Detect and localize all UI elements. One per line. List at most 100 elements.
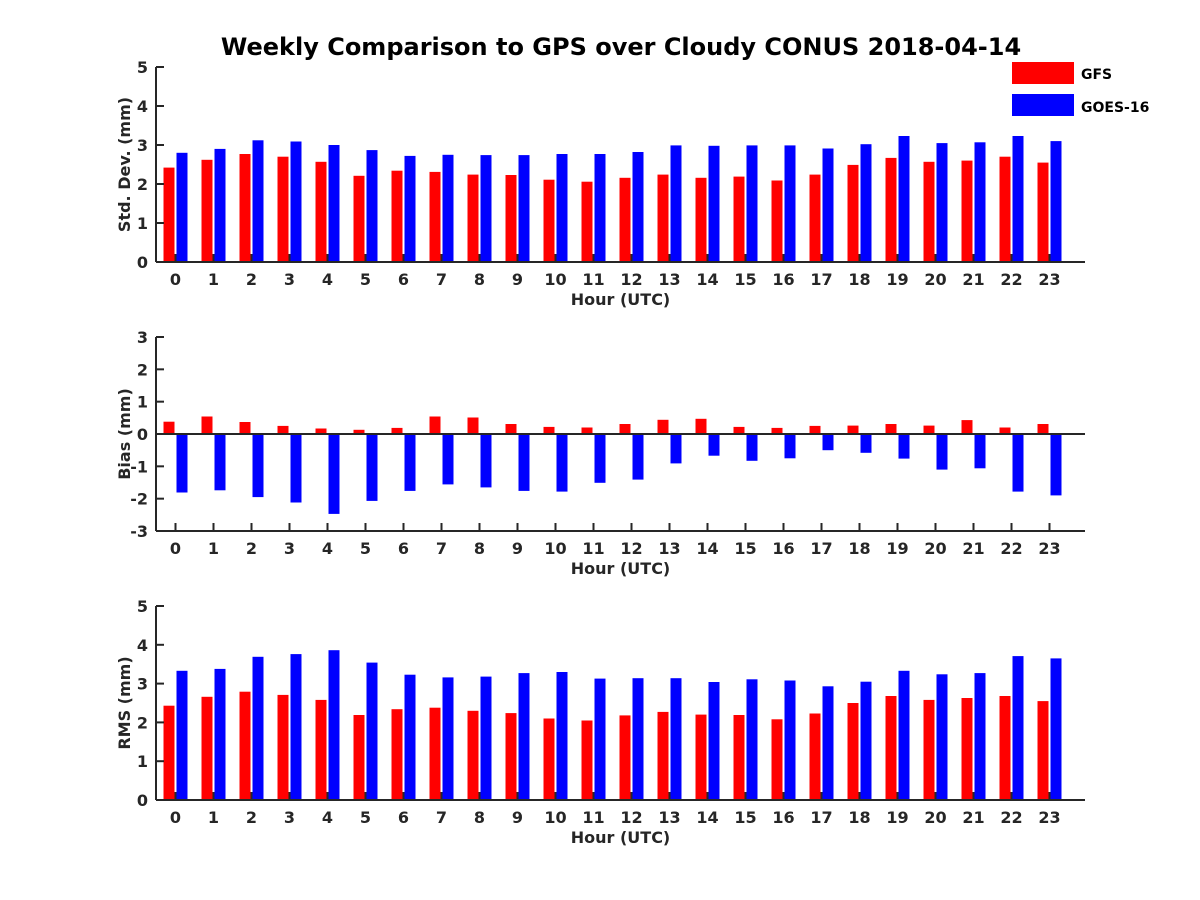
std-dev-x-tick-label: 15 xyxy=(734,270,756,289)
std-dev-y-tick-label: 0 xyxy=(137,253,148,272)
rms-bar-gfs-11 xyxy=(581,720,593,800)
std-dev-x-tick-label: 9 xyxy=(512,270,523,289)
rms-y-tick-label: 5 xyxy=(137,597,148,616)
rms-bar-goes16-13 xyxy=(670,678,682,800)
rms-x-tick-label: 6 xyxy=(398,808,409,827)
std-dev-bar-goes16-22 xyxy=(1012,136,1024,262)
rms-x-tick-label: 15 xyxy=(734,808,756,827)
bias-x-tick-label: 20 xyxy=(924,539,946,558)
std-dev-bar-goes16-4 xyxy=(328,145,340,262)
bias-bar-goes16-3 xyxy=(290,434,302,503)
rms-x-axis-label: Hour (UTC) xyxy=(571,828,671,847)
rms-bar-goes16-19 xyxy=(898,670,910,800)
std-dev-bar-goes16-9 xyxy=(518,155,530,262)
rms-y-tick-label: 4 xyxy=(137,636,148,655)
bias-bar-goes16-17 xyxy=(822,434,834,451)
rms-x-tick-label: 18 xyxy=(848,808,870,827)
rms-bar-gfs-16 xyxy=(771,719,783,800)
rms-bar-goes16-4 xyxy=(328,650,340,800)
rms-bar-goes16-10 xyxy=(556,672,568,800)
std-dev-x-tick-label: 23 xyxy=(1038,270,1060,289)
bias-bar-gfs-5 xyxy=(353,429,365,434)
bias-y-axis-label: Bias (mm) xyxy=(115,388,134,480)
bias-y-tick-label: 0 xyxy=(137,425,148,444)
std-dev-y-tick-label: 4 xyxy=(137,97,148,116)
rms-y-tick-label: 0 xyxy=(137,791,148,810)
bias-bar-gfs-22 xyxy=(999,427,1011,434)
rms-bar-gfs-0 xyxy=(163,705,175,800)
rms-bar-gfs-20 xyxy=(923,699,935,800)
std-dev-x-tick-label: 11 xyxy=(582,270,604,289)
rms-bar-gfs-12 xyxy=(619,715,631,800)
bias-bar-goes16-14 xyxy=(708,434,720,456)
rms-x-tick-label: 9 xyxy=(512,808,523,827)
std-dev-x-tick-label: 13 xyxy=(658,270,680,289)
rms-x-tick-label: 7 xyxy=(436,808,447,827)
rms-bar-goes16-9 xyxy=(518,673,530,800)
std-dev-bar-gfs-4 xyxy=(315,161,327,262)
bias-bar-gfs-17 xyxy=(809,425,821,434)
rms-bar-goes16-18 xyxy=(860,681,872,800)
std-dev-bar-gfs-20 xyxy=(923,161,935,262)
std-dev-bar-gfs-16 xyxy=(771,180,783,262)
rms-x-tick-label: 14 xyxy=(696,808,718,827)
std-dev-x-tick-label: 19 xyxy=(886,270,908,289)
bias-x-tick-label: 18 xyxy=(848,539,870,558)
legend-label-gfs: GFS xyxy=(1081,67,1112,83)
std-dev-bar-goes16-7 xyxy=(442,154,454,263)
bias-x-tick-label: 14 xyxy=(696,539,718,558)
std-dev-x-tick-label: 10 xyxy=(544,270,566,289)
std-dev-bar-goes16-8 xyxy=(480,155,492,262)
rms-bar-goes16-20 xyxy=(936,674,948,800)
rms-bar-gfs-10 xyxy=(543,718,555,800)
std-dev-x-tick-label: 14 xyxy=(696,270,718,289)
bias-bar-gfs-19 xyxy=(885,424,897,434)
std-dev-bar-gfs-3 xyxy=(277,156,289,262)
rms-x-tick-label: 8 xyxy=(474,808,485,827)
rms-x-tick-label: 1 xyxy=(208,808,219,827)
legend-swatch-gfs xyxy=(1012,62,1074,84)
bias-bar-goes16-11 xyxy=(594,434,606,483)
std-dev-x-tick-label: 22 xyxy=(1000,270,1022,289)
bias-x-tick-label: 7 xyxy=(436,539,447,558)
std-dev-bar-gfs-5 xyxy=(353,175,365,262)
std-dev-bar-gfs-21 xyxy=(961,160,973,262)
bias-bar-goes16-12 xyxy=(632,434,644,480)
std-dev-y-tick-label: 5 xyxy=(137,58,148,77)
rms-bar-gfs-14 xyxy=(695,714,707,800)
rms-bar-goes16-17 xyxy=(822,686,834,800)
std-dev-bar-goes16-18 xyxy=(860,144,872,262)
rms-bar-gfs-22 xyxy=(999,696,1011,800)
rms-bar-gfs-15 xyxy=(733,715,745,800)
rms-bar-goes16-8 xyxy=(480,676,492,800)
std-dev-x-tick-label: 7 xyxy=(436,270,447,289)
bias-bar-gfs-13 xyxy=(657,419,669,434)
bias-x-tick-label: 3 xyxy=(284,539,295,558)
bias-y-tick-label: -3 xyxy=(130,522,148,541)
rms-bar-gfs-5 xyxy=(353,715,365,800)
bias-bar-gfs-4 xyxy=(315,428,327,434)
legend: GFS GOES-16 xyxy=(1012,62,1149,116)
bias-bar-gfs-10 xyxy=(543,426,555,434)
std-dev-x-tick-label: 3 xyxy=(284,270,295,289)
std-dev-bar-gfs-2 xyxy=(239,154,251,262)
rms-bar-gfs-8 xyxy=(467,710,479,800)
rms-bar-gfs-2 xyxy=(239,691,251,800)
bias-bar-gfs-6 xyxy=(391,427,403,434)
bias-x-tick-label: 6 xyxy=(398,539,409,558)
bias-x-tick-label: 17 xyxy=(810,539,832,558)
bias-x-axis-label: Hour (UTC) xyxy=(571,559,671,578)
bias-bar-gfs-2 xyxy=(239,422,251,434)
bias-bar-goes16-22 xyxy=(1012,434,1024,492)
rms-x-tick-label: 4 xyxy=(322,808,333,827)
rms-y-tick-label: 1 xyxy=(137,752,148,771)
std-dev-x-tick-label: 6 xyxy=(398,270,409,289)
std-dev-bar-gfs-9 xyxy=(505,175,517,262)
rms-x-tick-label: 11 xyxy=(582,808,604,827)
bias-x-tick-label: 15 xyxy=(734,539,756,558)
std-dev-bar-goes16-2 xyxy=(252,140,264,262)
std-dev-bar-gfs-1 xyxy=(201,159,213,262)
rms-y-axis-label: RMS (mm) xyxy=(115,656,134,749)
